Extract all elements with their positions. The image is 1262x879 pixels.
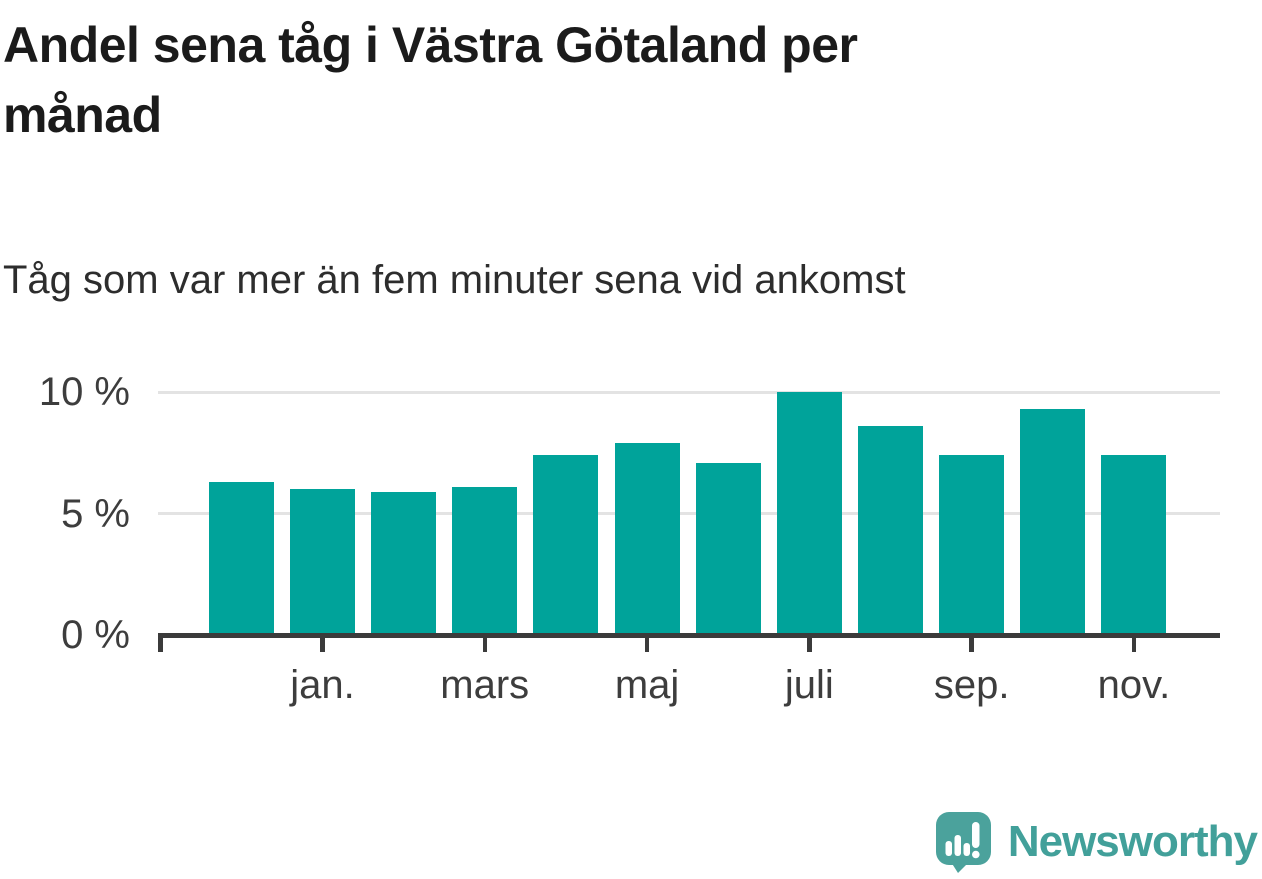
x-tick <box>320 637 325 652</box>
x-tick-label-sep: sep. <box>933 663 1010 707</box>
brand-footer: Newsworthy <box>932 810 1258 873</box>
bar-jan <box>289 489 355 635</box>
x-tick-label-juli: juli <box>784 663 834 707</box>
bar-aug <box>858 426 923 635</box>
bar-sep <box>939 455 1005 635</box>
brand-wordmark: Newsworthy <box>1007 817 1258 866</box>
bar-feb <box>371 491 437 635</box>
x-tick-label-nov: nov. <box>1097 663 1171 707</box>
bar-okt <box>1020 409 1086 635</box>
bar-juli <box>776 392 842 635</box>
chart-title: Andel sena tåg i Västra Götaland per mån… <box>3 17 858 143</box>
x-tick <box>807 637 812 652</box>
x-axis-start-tick <box>158 633 163 652</box>
bar-maj <box>614 443 680 635</box>
x-tick <box>969 637 974 652</box>
x-tick <box>1131 637 1137 652</box>
y-tick-label: 5 % <box>61 491 130 536</box>
x-axis-line <box>158 633 1220 638</box>
bar-dec <box>208 482 274 635</box>
x-tick <box>482 637 487 652</box>
x-tick-label-mars: mars <box>440 663 530 707</box>
chart-subtitle: Tåg som var mer än fem minuter sena vid … <box>3 258 906 302</box>
bar-nov <box>1101 455 1167 635</box>
x-tick-label-jan: jan. <box>290 663 355 707</box>
y-tick-label: 0 % <box>61 613 130 657</box>
gridline-5-percent <box>158 512 1220 516</box>
gridline-10-percent <box>158 390 1220 394</box>
x-tick-label-maj: maj <box>614 663 680 707</box>
bar-mars <box>452 486 518 635</box>
bar-juni <box>695 462 761 635</box>
newsworthy-logo-icon <box>935 812 991 873</box>
bar-apr <box>533 455 599 635</box>
y-tick-label: 10 % <box>38 370 130 415</box>
x-tick <box>644 637 650 652</box>
